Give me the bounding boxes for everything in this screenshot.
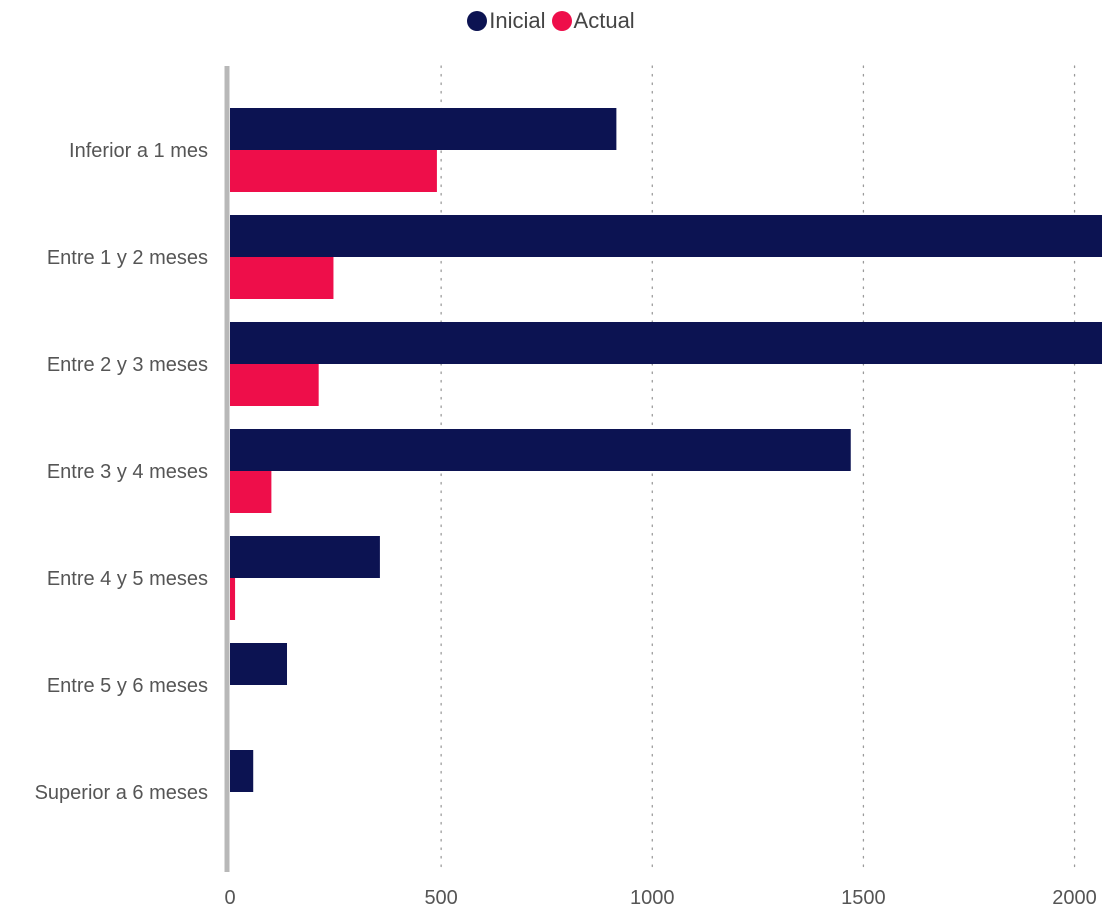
- category-label-3: Entre 3 y 4 meses: [47, 461, 208, 483]
- bar-inicial-4: [230, 536, 380, 578]
- grid-lines: [440, 65, 1076, 873]
- bars: [230, 108, 1102, 792]
- legend-marker-actual: [551, 11, 572, 31]
- bar-actual-2: [230, 364, 319, 406]
- bar-actual-3: [230, 471, 272, 513]
- category-label-5: Entre 5 y 6 meses: [47, 675, 208, 697]
- category-label-2: Entre 2 y 3 meses: [47, 354, 208, 376]
- category-label-1: Entre 1 y 2 meses: [47, 247, 208, 269]
- legend-item-inicial[interactable]: Inicial: [467, 8, 546, 34]
- chart-legend: Inicial Actual: [0, 6, 1102, 36]
- bar-actual-1: [230, 257, 334, 299]
- category-label-4: Entre 4 y 5 meses: [47, 568, 208, 590]
- bar-inicial-1: [230, 215, 1102, 257]
- x-tick-label-500: 500: [424, 887, 457, 909]
- bar-inicial-6: [230, 750, 254, 792]
- legend-item-actual[interactable]: Actual: [551, 8, 635, 34]
- axes: 0 500 1000 1500 2000 Inferior a 1 mes Entre 1 …: [35, 66, 1097, 909]
- legend-label-inicial: Inicial: [489, 8, 546, 33]
- legend-label-actual: Actual: [573, 8, 635, 33]
- x-tick-label-1500: 1500: [841, 887, 886, 909]
- bar-actual-4: [230, 578, 236, 620]
- category-label-6: Superior a 6 meses: [35, 782, 208, 804]
- legend-marker-inicial: [467, 11, 488, 31]
- bar-inicial-5: [230, 643, 288, 685]
- x-tick-label-0: 0: [224, 887, 235, 909]
- x-tick-label-2000: 2000: [1052, 887, 1097, 909]
- bar-inicial-3: [230, 429, 851, 471]
- bar-actual-0: [230, 150, 437, 192]
- category-label-0: Inferior a 1 mes: [69, 140, 208, 162]
- bar-inicial-0: [230, 108, 617, 150]
- bar-inicial-2: [230, 322, 1102, 364]
- x-tick-label-1000: 1000: [630, 887, 675, 909]
